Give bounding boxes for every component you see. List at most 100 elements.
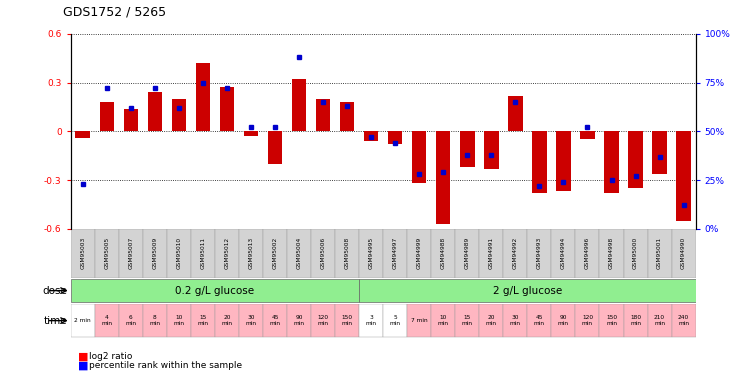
Text: GSM95004: GSM95004: [297, 237, 301, 269]
FancyBboxPatch shape: [359, 304, 383, 337]
FancyBboxPatch shape: [623, 304, 647, 337]
FancyBboxPatch shape: [359, 279, 696, 302]
FancyBboxPatch shape: [71, 279, 359, 302]
FancyBboxPatch shape: [383, 229, 407, 278]
Text: 210
min: 210 min: [654, 315, 665, 326]
Text: GSM95013: GSM95013: [248, 237, 254, 269]
Text: GSM94994: GSM94994: [561, 237, 566, 269]
FancyBboxPatch shape: [94, 304, 119, 337]
Text: GSM95012: GSM95012: [225, 237, 229, 269]
Bar: [652, 131, 667, 174]
FancyBboxPatch shape: [143, 304, 167, 337]
Bar: [196, 63, 210, 131]
FancyBboxPatch shape: [311, 229, 335, 278]
FancyBboxPatch shape: [504, 229, 527, 278]
Bar: [508, 96, 522, 131]
FancyBboxPatch shape: [551, 229, 575, 278]
Text: GSM94996: GSM94996: [585, 237, 590, 269]
Text: GSM95005: GSM95005: [104, 237, 109, 269]
Text: GSM94990: GSM94990: [681, 237, 686, 269]
FancyBboxPatch shape: [287, 304, 311, 337]
Text: 30
min: 30 min: [510, 315, 521, 326]
FancyBboxPatch shape: [191, 304, 215, 337]
Text: 45
min: 45 min: [534, 315, 545, 326]
Bar: [172, 99, 186, 131]
Text: 0.2 g/L glucose: 0.2 g/L glucose: [176, 286, 254, 296]
Text: time: time: [43, 316, 67, 326]
Text: 5
min: 5 min: [390, 315, 401, 326]
Bar: [124, 108, 138, 131]
Text: GSM95001: GSM95001: [657, 237, 662, 269]
Bar: [364, 131, 379, 141]
FancyBboxPatch shape: [335, 229, 359, 278]
Text: 150
min: 150 min: [606, 315, 617, 326]
Bar: [219, 87, 234, 131]
FancyBboxPatch shape: [335, 304, 359, 337]
Bar: [676, 131, 691, 220]
Text: 120
min: 120 min: [318, 315, 329, 326]
FancyBboxPatch shape: [455, 304, 479, 337]
Text: GSM95011: GSM95011: [200, 237, 205, 269]
Bar: [268, 131, 282, 164]
Text: 20
min: 20 min: [222, 315, 232, 326]
FancyBboxPatch shape: [143, 229, 167, 278]
Text: 8
min: 8 min: [150, 315, 160, 326]
Bar: [412, 131, 426, 183]
FancyBboxPatch shape: [504, 304, 527, 337]
Text: ■: ■: [78, 351, 89, 361]
Text: GSM95003: GSM95003: [80, 237, 86, 269]
Text: GSM95002: GSM95002: [272, 237, 278, 269]
Text: percentile rank within the sample: percentile rank within the sample: [89, 361, 243, 370]
FancyBboxPatch shape: [672, 304, 696, 337]
Text: GSM94988: GSM94988: [440, 237, 446, 269]
Text: 90
min: 90 min: [294, 315, 304, 326]
Text: 150
min: 150 min: [341, 315, 353, 326]
FancyBboxPatch shape: [479, 304, 504, 337]
Text: 180
min: 180 min: [630, 315, 641, 326]
Text: 240
min: 240 min: [678, 315, 689, 326]
FancyBboxPatch shape: [287, 229, 311, 278]
FancyBboxPatch shape: [575, 304, 600, 337]
FancyBboxPatch shape: [215, 229, 239, 278]
FancyBboxPatch shape: [575, 229, 600, 278]
Text: GSM95007: GSM95007: [128, 237, 133, 269]
FancyBboxPatch shape: [623, 229, 647, 278]
FancyBboxPatch shape: [311, 304, 335, 337]
FancyBboxPatch shape: [432, 229, 455, 278]
Text: GSM95000: GSM95000: [633, 237, 638, 269]
Bar: [100, 102, 114, 131]
Text: 120
min: 120 min: [582, 315, 593, 326]
Text: 45
min: 45 min: [269, 315, 280, 326]
Text: log2 ratio: log2 ratio: [89, 352, 132, 361]
Bar: [340, 102, 354, 131]
Text: 2 g/L glucose: 2 g/L glucose: [493, 286, 562, 296]
Bar: [316, 99, 330, 131]
FancyBboxPatch shape: [551, 304, 575, 337]
FancyBboxPatch shape: [600, 229, 623, 278]
Text: 15
min: 15 min: [197, 315, 208, 326]
FancyBboxPatch shape: [94, 229, 119, 278]
Bar: [557, 131, 571, 191]
FancyBboxPatch shape: [672, 229, 696, 278]
Text: 7 min: 7 min: [411, 318, 428, 323]
Text: 6
min: 6 min: [125, 315, 136, 326]
FancyBboxPatch shape: [167, 304, 191, 337]
FancyBboxPatch shape: [647, 304, 672, 337]
FancyBboxPatch shape: [71, 229, 94, 278]
Text: 3
min: 3 min: [365, 315, 376, 326]
FancyBboxPatch shape: [383, 304, 407, 337]
FancyBboxPatch shape: [119, 304, 143, 337]
Text: GSM94997: GSM94997: [393, 237, 398, 269]
Text: GDS1752 / 5265: GDS1752 / 5265: [63, 6, 167, 19]
Bar: [604, 131, 619, 193]
FancyBboxPatch shape: [479, 229, 504, 278]
FancyBboxPatch shape: [600, 304, 623, 337]
Text: GSM94989: GSM94989: [465, 237, 469, 269]
FancyBboxPatch shape: [263, 304, 287, 337]
Text: GSM95010: GSM95010: [176, 237, 182, 269]
Text: 20
min: 20 min: [486, 315, 497, 326]
Text: GSM94992: GSM94992: [513, 237, 518, 269]
Bar: [147, 92, 162, 131]
FancyBboxPatch shape: [119, 229, 143, 278]
FancyBboxPatch shape: [407, 229, 432, 278]
